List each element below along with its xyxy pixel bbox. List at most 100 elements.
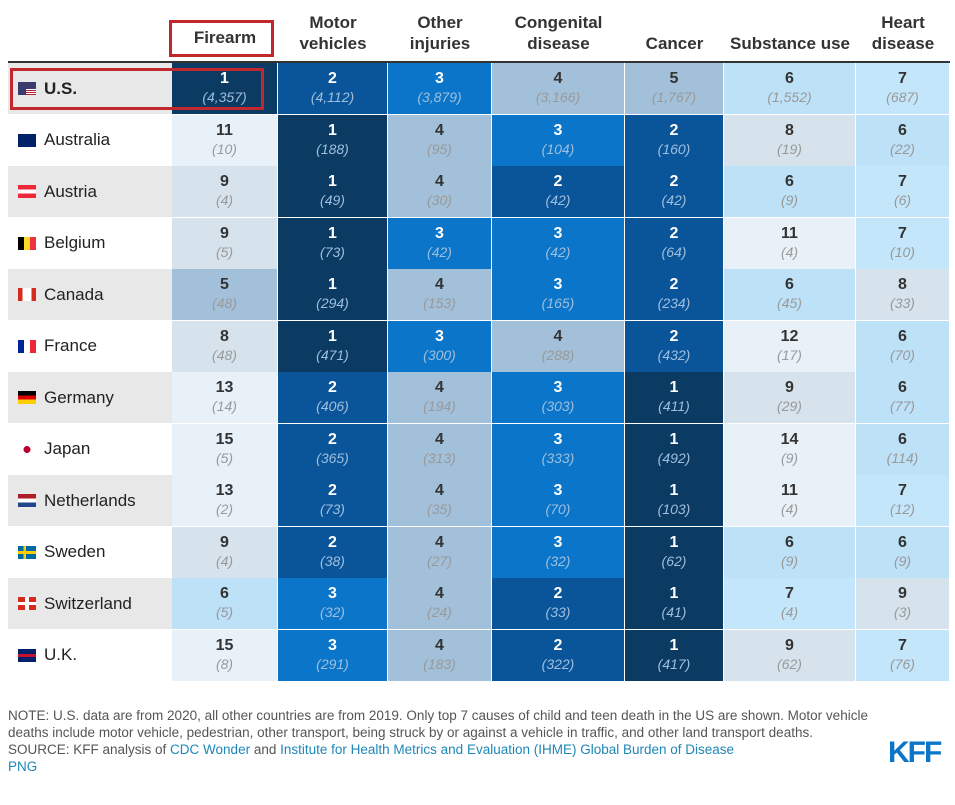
heatmap-cell: 3 (165) bbox=[492, 269, 625, 320]
column-header: Heart disease bbox=[871, 13, 935, 53]
rank-label: 3 bbox=[435, 70, 444, 87]
heatmap-cell: 7 (76) bbox=[856, 629, 950, 681]
rank-label: 6 bbox=[785, 276, 794, 293]
country-label: Sweden bbox=[8, 527, 172, 578]
cdc-wonder-link[interactable]: CDC Wonder bbox=[170, 742, 251, 757]
rank-label: 2 bbox=[553, 585, 563, 602]
death-count-label: (32) bbox=[545, 552, 571, 569]
death-count-label: (333) bbox=[541, 449, 575, 466]
rank-label: 6 bbox=[220, 585, 229, 602]
heatmap-cell: 15 (5) bbox=[172, 423, 278, 475]
death-count-label: (160) bbox=[657, 140, 691, 157]
rank-label: 1 bbox=[328, 224, 337, 242]
column-header: Other injuries bbox=[409, 13, 471, 53]
heatmap-cell: 6 (1,552) bbox=[724, 63, 856, 114]
death-count-label: (291) bbox=[316, 655, 349, 672]
us-flag-icon bbox=[18, 82, 36, 95]
death-count-label: (48) bbox=[212, 295, 237, 311]
death-count-label: (300) bbox=[423, 346, 456, 363]
death-count-label: (103) bbox=[657, 501, 691, 517]
heatmap-cell: 6 (5) bbox=[172, 578, 278, 629]
heatmap-cell: 7 (6) bbox=[856, 166, 950, 217]
heatmap-cell: 4 (35) bbox=[388, 475, 492, 526]
country-label: Germany bbox=[8, 372, 172, 423]
nl-flag-icon bbox=[18, 494, 36, 507]
heatmap-cell: 1 (188) bbox=[278, 114, 388, 166]
at-flag-icon bbox=[18, 185, 36, 198]
death-count-label: (9) bbox=[893, 552, 912, 569]
death-count-label: (95) bbox=[427, 140, 452, 157]
rank-label: 13 bbox=[215, 379, 234, 396]
au-flag-icon bbox=[18, 133, 36, 147]
rank-label: 1 bbox=[220, 70, 229, 87]
death-count-label: (4) bbox=[780, 243, 799, 260]
heatmap-cell: 5 (48) bbox=[172, 269, 278, 320]
heatmap-cell: 1 (73) bbox=[278, 217, 388, 269]
rank-label: 2 bbox=[669, 173, 679, 190]
rank-label: 11 bbox=[781, 224, 798, 242]
country-name: Switzerland bbox=[44, 593, 132, 613]
death-count-label: (153) bbox=[423, 295, 456, 311]
death-count-label: (42) bbox=[545, 243, 571, 260]
death-count-label: (48) bbox=[212, 346, 237, 363]
heatmap-cell: 2 (406) bbox=[278, 372, 388, 423]
heatmap-cell: 8 (33) bbox=[856, 269, 950, 320]
country-name: Belgium bbox=[44, 233, 106, 252]
country-name: Germany bbox=[44, 387, 114, 407]
source-line: SOURCE: KFF analysis of CDC Wonder and I… bbox=[8, 741, 888, 758]
column-header: Substance use bbox=[730, 34, 850, 53]
rank-label: 4 bbox=[435, 430, 444, 448]
death-count-label: (9) bbox=[780, 449, 799, 466]
death-count-label: (12) bbox=[890, 501, 915, 517]
table-row: Germany 13 (14) 2 (406) 4 (194) 3 (303) 1 (411) 9 (2… bbox=[8, 372, 950, 423]
death-count-label: (24) bbox=[427, 604, 452, 620]
death-count-label: (64) bbox=[661, 243, 687, 260]
table-row: U.K. 15 (8) 3 (291) 4 (183) 2 (322) 1 (417) 9 (62) 7(… bbox=[8, 629, 950, 681]
rank-label: 15 bbox=[215, 636, 234, 654]
rank-label: 8 bbox=[785, 121, 794, 139]
country-label: Belgium bbox=[8, 218, 172, 269]
death-count-label: (294) bbox=[316, 295, 349, 311]
death-count-label: (1,767) bbox=[651, 89, 697, 105]
heatmap-cell: 3 (70) bbox=[492, 475, 625, 526]
rank-label: 7 bbox=[898, 224, 907, 242]
ihme-link[interactable]: Institute for Health Metrics and Evaluat… bbox=[280, 742, 735, 757]
rank-label: 3 bbox=[553, 430, 563, 448]
death-count-label: (62) bbox=[661, 552, 687, 569]
png-link[interactable]: PNG bbox=[8, 759, 38, 774]
heatmap-cell: 6 (114) bbox=[856, 423, 950, 475]
death-count-label: (14) bbox=[212, 398, 237, 414]
heatmap-cell: 6 (9) bbox=[724, 526, 856, 578]
heatmap-cell: 15 (8) bbox=[172, 629, 278, 681]
heatmap-cell: 1 (41) bbox=[625, 578, 724, 629]
uk-flag-icon bbox=[18, 648, 36, 662]
death-count-label: (417) bbox=[657, 655, 691, 672]
heatmap-cell: 7 (10) bbox=[856, 217, 950, 269]
rank-label: 6 bbox=[785, 70, 794, 87]
death-count-label: (27) bbox=[427, 552, 452, 569]
rank-label: 6 bbox=[898, 327, 907, 345]
column-header: Firearm bbox=[193, 28, 257, 47]
death-count-label: (45) bbox=[777, 295, 802, 311]
rank-label: 2 bbox=[328, 533, 337, 551]
table-row: Switzerland 6 (5) 3 (32) 4 (24) 2 (33) 1 (41) 7 (4) 9… bbox=[8, 578, 950, 629]
heatmap-cell: 4 (24) bbox=[388, 578, 492, 629]
rank-label: 6 bbox=[898, 533, 907, 551]
header-divider bbox=[8, 61, 950, 63]
rank-label: 1 bbox=[328, 173, 337, 190]
heatmap-cell: 5 (1,767) bbox=[625, 63, 724, 114]
rank-label: 2 bbox=[328, 482, 337, 499]
heatmap-cell: 2 (432) bbox=[625, 320, 724, 372]
fr-flag-icon bbox=[18, 339, 36, 353]
rank-label: 4 bbox=[435, 276, 444, 293]
rank-label: 4 bbox=[435, 379, 444, 396]
heatmap-cell: 8 (48) bbox=[172, 320, 278, 372]
rank-label: 4 bbox=[435, 585, 444, 602]
rank-label: 3 bbox=[553, 224, 563, 242]
heatmap-cell: 4 (153) bbox=[388, 269, 492, 320]
se-flag-icon bbox=[18, 545, 36, 559]
table-row: U.S. 1 (4,357) 2 (4,112) 3 (3,879) 4 (3,166) 5 (1,… bbox=[8, 63, 950, 114]
death-count-label: (42) bbox=[661, 192, 687, 208]
death-count-label: (10) bbox=[212, 140, 237, 157]
